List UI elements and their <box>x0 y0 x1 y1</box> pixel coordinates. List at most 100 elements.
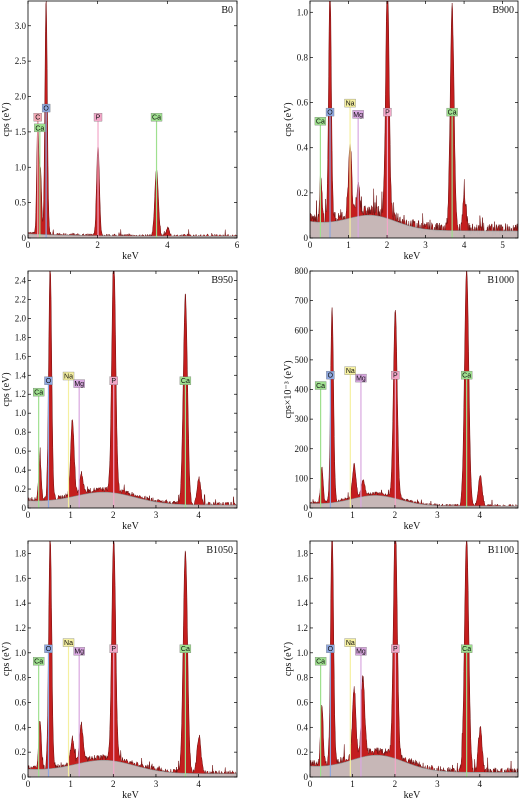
y-tick-label: 3.0 <box>15 21 27 31</box>
element-box-o <box>44 376 53 385</box>
element-label-ca: Ca <box>316 659 325 666</box>
y-tick-label: 0.4 <box>297 143 309 153</box>
panel-label: B1100 <box>488 545 514 556</box>
element-label-ca: Ca <box>181 378 190 385</box>
x-tick-label: 4 <box>196 510 201 520</box>
x-tick-label: 3 <box>435 779 440 789</box>
element-label-p: P <box>111 646 116 653</box>
y-tick-label: 700 <box>295 296 309 306</box>
x-tick-label: 1 <box>68 779 73 789</box>
x-tick-label: 4 <box>196 779 201 789</box>
element-label-ca: Ca <box>34 659 43 666</box>
panel-label: B950 <box>211 275 233 286</box>
element-label-c: C <box>35 115 40 122</box>
y-tick-label: 1.2 <box>297 623 308 633</box>
x-tick-label: 3 <box>435 510 440 520</box>
element-box-na <box>62 638 75 647</box>
y-tick-label: 1.8 <box>15 548 27 558</box>
x-tick-label: 1 <box>346 240 351 250</box>
spectrum-area <box>310 541 518 777</box>
element-box-ca <box>34 123 46 133</box>
y-tick-label: 1.4 <box>15 370 27 380</box>
y-tick-label: 1.2 <box>15 389 26 399</box>
y-tick-label: 1.6 <box>297 573 309 583</box>
x-axis-label: keV <box>404 521 421 532</box>
x-axis-label: keV <box>404 790 421 800</box>
spectrum-area <box>28 541 237 777</box>
x-tick-label: 4 <box>462 240 467 250</box>
y-tick-label: 1.6 <box>15 351 27 361</box>
y-tick-label: 0.6 <box>15 697 27 707</box>
y-tick-label: 2.2 <box>15 294 26 304</box>
x-tick-label: 0 <box>26 510 31 520</box>
y-tick-label: 0.2 <box>15 484 26 494</box>
y-tick-label: 1.0 <box>297 7 309 17</box>
element-box-o <box>44 644 53 653</box>
y-tick-label: 1.0 <box>15 162 27 172</box>
panel-label: B900 <box>492 5 514 16</box>
x-tick-label: 4 <box>478 510 483 520</box>
y-tick-label: 1.4 <box>297 598 309 608</box>
background-area <box>28 491 237 508</box>
element-box-p <box>391 644 400 653</box>
y-axis-label: cps (eV) <box>1 102 12 136</box>
element-box-p <box>391 370 400 380</box>
element-box-mg <box>73 379 85 388</box>
background-area <box>28 759 237 777</box>
element-label-na: Na <box>64 373 73 380</box>
y-tick-label: 0.5 <box>15 198 27 208</box>
element-box-ca <box>314 116 327 126</box>
element-box-o <box>326 370 335 380</box>
y-tick-label: 1.0 <box>15 648 27 658</box>
element-label-ca: Ca <box>181 646 190 653</box>
element-label-na: Na <box>346 640 355 647</box>
element-box-ca <box>179 376 192 385</box>
element-box-ca <box>179 644 192 653</box>
x-tick-label: 2 <box>393 510 398 520</box>
element-box-ca <box>314 381 327 390</box>
element-label-o: O <box>328 646 334 653</box>
element-label-o: O <box>328 373 334 380</box>
y-tick-label: 0 <box>22 233 27 243</box>
x-tick-label: 1 <box>68 510 73 520</box>
element-label-o: O <box>46 646 52 653</box>
element-label-ca: Ca <box>462 373 471 380</box>
y-tick-label: 0.4 <box>15 722 27 732</box>
plot-frame <box>309 0 519 239</box>
element-label-p: P <box>111 378 116 385</box>
plot-area: C Ca O P Ca <box>28 1 237 238</box>
element-label-p: P <box>393 646 398 653</box>
element-label-na: Na <box>346 368 355 375</box>
background-area <box>310 214 518 238</box>
x-tick-label: 1 <box>350 510 355 520</box>
element-box-p <box>383 107 392 117</box>
element-label-ca: Ca <box>462 646 471 653</box>
x-tick-label: 3 <box>423 240 428 250</box>
element-label-ca: Ca <box>35 125 44 132</box>
x-tick-label: 0 <box>308 240 313 250</box>
element-box-ca <box>150 113 163 122</box>
panel-label: B1000 <box>487 275 514 286</box>
element-box-mg <box>355 647 367 656</box>
x-tick-label: 0 <box>26 779 31 789</box>
element-box-ca <box>33 387 45 397</box>
x-tick-label: 2 <box>111 779 116 789</box>
plot-frame <box>27 0 238 239</box>
y-tick-label: 0.2 <box>297 188 308 198</box>
element-label-p: P <box>385 110 390 117</box>
y-tick-label: 0 <box>304 503 309 513</box>
element-box-mg <box>355 373 367 383</box>
y-tick-label: 500 <box>295 355 309 365</box>
element-box-p <box>109 644 118 653</box>
element-label-ca: Ca <box>316 119 325 126</box>
element-label-ca: Ca <box>448 110 457 117</box>
y-tick-label: 100 <box>295 473 309 483</box>
x-axis-label: keV <box>122 790 139 800</box>
plot-frame <box>27 270 238 509</box>
